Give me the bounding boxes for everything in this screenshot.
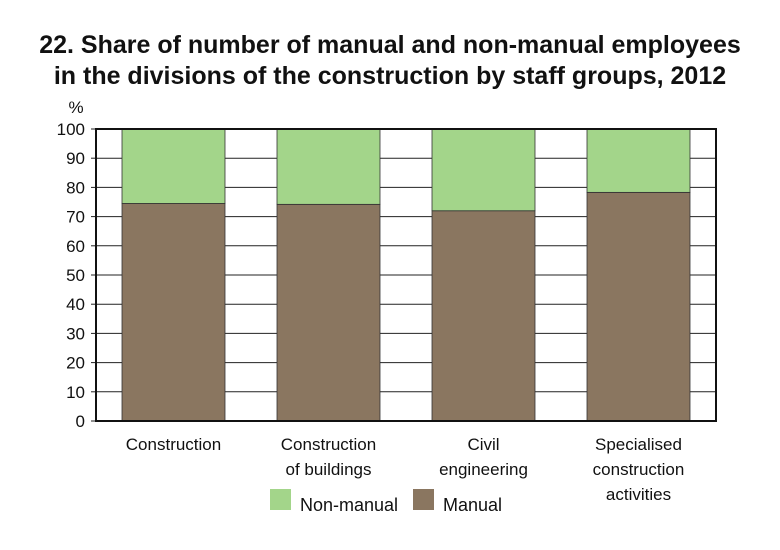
- bar-manual-1: [276, 203, 381, 422]
- x-category-label: Civil: [467, 435, 499, 454]
- y-tick-label: 0: [76, 412, 85, 431]
- legend-swatch-non-manual: [270, 489, 291, 510]
- x-category-label: of buildings: [285, 460, 371, 479]
- bar-manual-3: [586, 191, 691, 422]
- x-category-label: Specialised: [595, 435, 682, 454]
- x-category-label: Construction: [126, 435, 221, 454]
- y-tick-label: 100: [57, 120, 85, 139]
- y-tick-label: 10: [66, 383, 85, 402]
- bar-manual-0: [121, 203, 226, 422]
- legend-swatch-manual: [413, 489, 434, 510]
- bar-non-manual-1: [276, 128, 381, 205]
- legend-label-non-manual: Non-manual: [300, 495, 398, 515]
- y-tick-label: 90: [66, 149, 85, 168]
- plot-area: 0 10 20 30 40 50 60 70 80 90 100 Construction Constr…: [57, 120, 717, 504]
- legend: Non-manual Manual: [270, 489, 502, 515]
- plot-frame: [95, 128, 717, 422]
- y-tick-label: 40: [66, 295, 85, 314]
- x-category-label: engineering: [439, 460, 528, 479]
- bar-manual-2: [431, 210, 536, 422]
- x-category-label: Construction: [281, 435, 376, 454]
- y-tick-label: 80: [66, 178, 85, 197]
- y-tick-label: 20: [66, 354, 85, 373]
- bar-non-manual-2: [431, 128, 536, 212]
- y-tick-label: 70: [66, 208, 85, 227]
- y-tick-label: 30: [66, 324, 85, 343]
- legend-label-manual: Manual: [443, 495, 502, 515]
- bar-non-manual-3: [586, 128, 691, 193]
- x-category-label: construction: [593, 460, 685, 479]
- x-category-label: activities: [606, 485, 671, 504]
- chart-title-line-2: in the divisions of the construction by …: [54, 62, 726, 90]
- y-axis-unit: %: [68, 98, 83, 117]
- bar-non-manual-0: [121, 128, 226, 204]
- chart-title-line-1: 22. Share of number of manual and non-ma…: [39, 31, 741, 59]
- y-tick-label: 60: [66, 237, 85, 256]
- y-tick-label: 50: [66, 266, 85, 285]
